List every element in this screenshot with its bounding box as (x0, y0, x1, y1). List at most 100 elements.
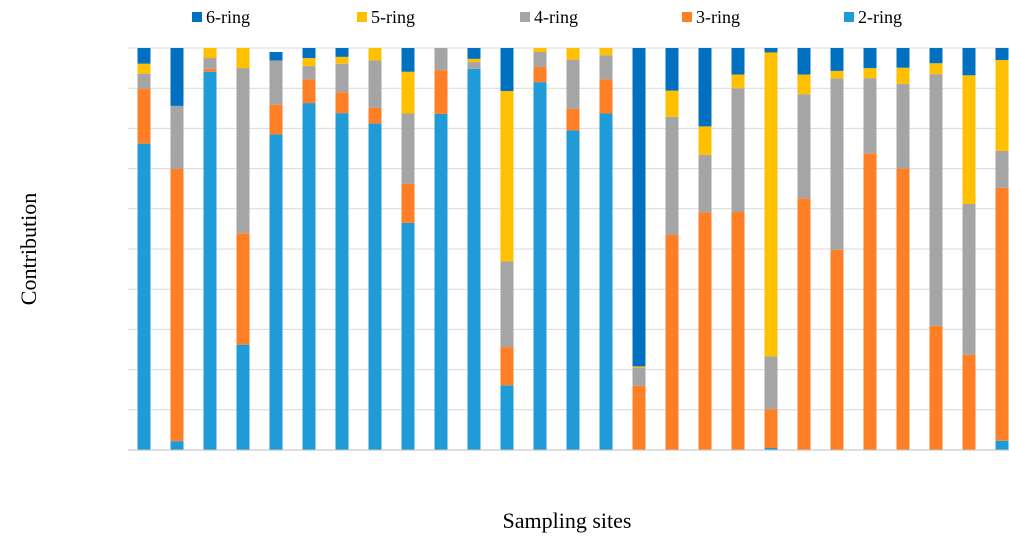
bar-segment-3-ring (533, 66, 547, 83)
bar-segment-2-ring (236, 344, 250, 450)
bar-segment-2-ring (566, 130, 580, 450)
bar-segment-3-ring (434, 70, 448, 114)
bar-segment-6-ring (170, 48, 184, 106)
bar-segment-4-ring (434, 48, 448, 71)
legend-label-5-ring: 5-ring (371, 7, 415, 27)
legend-swatch-4-ring (520, 12, 530, 22)
bar-segment-5-ring (566, 48, 580, 60)
bar-segment-6-ring (401, 48, 415, 72)
bar-segment-5-ring (368, 48, 382, 61)
bar-segment-5-ring (137, 63, 151, 74)
legend-swatch-2-ring (844, 12, 854, 22)
bar-segment-6-ring (467, 48, 481, 59)
bar-segment-3-ring (797, 198, 811, 450)
bar-segment-3-ring (170, 169, 184, 442)
bar-segment-5-ring (533, 48, 547, 53)
bar-segment-5-ring (863, 68, 877, 79)
bar-segment-3-ring (401, 183, 415, 223)
bar-segment-3-ring (236, 233, 250, 345)
bar-segment-4-ring (302, 66, 316, 80)
bar-segment-2-ring (335, 113, 349, 451)
bar-segment-2-ring (368, 123, 382, 451)
bar-segment-3-ring (269, 104, 283, 135)
bar-segment-5-ring (995, 60, 1009, 151)
bar-segment-5-ring (764, 52, 778, 357)
bar-segment-3-ring (335, 92, 349, 114)
legend: 6-ring 5-ring 4-ring 3-ring 2-ring (192, 7, 902, 27)
bar-segment-4-ring (995, 150, 1009, 188)
bar-segment-2-ring (401, 222, 415, 450)
bar-segment-6-ring (797, 48, 811, 75)
bar-segment-6-ring (830, 48, 844, 71)
bar-segment-4-ring (797, 94, 811, 199)
bar-segment-3-ring (368, 107, 382, 124)
bar-segment-4-ring (665, 116, 679, 235)
bar-segment-4-ring (896, 83, 910, 169)
bar-segment-6-ring (335, 48, 349, 57)
bar-segment-2-ring (995, 440, 1009, 450)
bar-segment-6-ring (698, 48, 712, 127)
bar-segment-2-ring (467, 68, 481, 451)
bar-segment-3-ring (731, 212, 745, 450)
bar-segment-3-ring (665, 234, 679, 450)
bar-segment-3-ring (962, 354, 976, 450)
bar-segment-4-ring (269, 60, 283, 105)
bar-segment-5-ring (632, 366, 646, 368)
bar-segment-6-ring (962, 48, 976, 76)
bar-segment-2-ring (533, 82, 547, 451)
bar-segment-6-ring (269, 52, 283, 61)
bar-segment-6-ring (863, 48, 877, 69)
bar-segment-3-ring (863, 153, 877, 450)
bar-segment-4-ring (731, 88, 745, 213)
bar-segment-4-ring (500, 261, 514, 348)
bar-segment-5-ring (335, 56, 349, 64)
bar-segment-3-ring (929, 325, 943, 450)
bars (137, 48, 1009, 451)
bar-segment-3-ring (203, 68, 217, 72)
legend-swatch-3-ring (682, 12, 692, 22)
bar-segment-4-ring (236, 68, 250, 234)
bar-segment-3-ring (764, 409, 778, 448)
bar-segment-4-ring (401, 113, 415, 184)
bar-segment-3-ring (599, 79, 613, 114)
legend-label-4-ring: 4-ring (534, 7, 578, 27)
bar-segment-5-ring (302, 58, 316, 67)
bar-segment-6-ring (137, 48, 151, 64)
bar-segment-5-ring (236, 48, 250, 69)
bar-segment-4-ring (170, 105, 184, 170)
legend-swatch-5-ring (357, 12, 367, 22)
bar-segment-3-ring (995, 187, 1009, 441)
bar-segment-4-ring (863, 78, 877, 154)
bar-segment-5-ring (830, 70, 844, 79)
bar-segment-6-ring (302, 48, 316, 59)
legend-label-3-ring: 3-ring (696, 7, 740, 27)
bar-segment-4-ring (599, 55, 613, 80)
bar-segment-6-ring (995, 48, 1009, 61)
bar-segment-6-ring (632, 48, 646, 367)
bar-segment-3-ring (500, 347, 514, 386)
bar-segment-6-ring (731, 48, 745, 75)
bar-segment-5-ring (896, 67, 910, 84)
bar-segment-2-ring (599, 113, 613, 450)
bar-segment-2-ring (302, 103, 316, 450)
bar-segment-4-ring (632, 367, 646, 386)
bar-segment-5-ring (731, 74, 745, 89)
bar-segment-4-ring (203, 58, 217, 69)
bar-segment-3-ring (830, 249, 844, 450)
bar-segment-5-ring (203, 48, 217, 59)
legend-label-2-ring: 2-ring (858, 7, 902, 27)
bar-segment-3-ring (896, 168, 910, 450)
bar-segment-4-ring (566, 59, 580, 109)
bar-segment-3-ring (632, 385, 646, 450)
y-axis-title: Contribution (16, 193, 41, 305)
bar-segment-3-ring (698, 212, 712, 450)
bar-segment-5-ring (401, 71, 415, 114)
bar-segment-4-ring (335, 63, 349, 93)
bar-segment-5-ring (797, 74, 811, 95)
bar-segment-5-ring (500, 91, 514, 262)
bar-segment-4-ring (698, 154, 712, 213)
bar-segment-6-ring (665, 48, 679, 91)
bar-segment-6-ring (929, 48, 943, 64)
bar-segment-4-ring (830, 78, 844, 250)
